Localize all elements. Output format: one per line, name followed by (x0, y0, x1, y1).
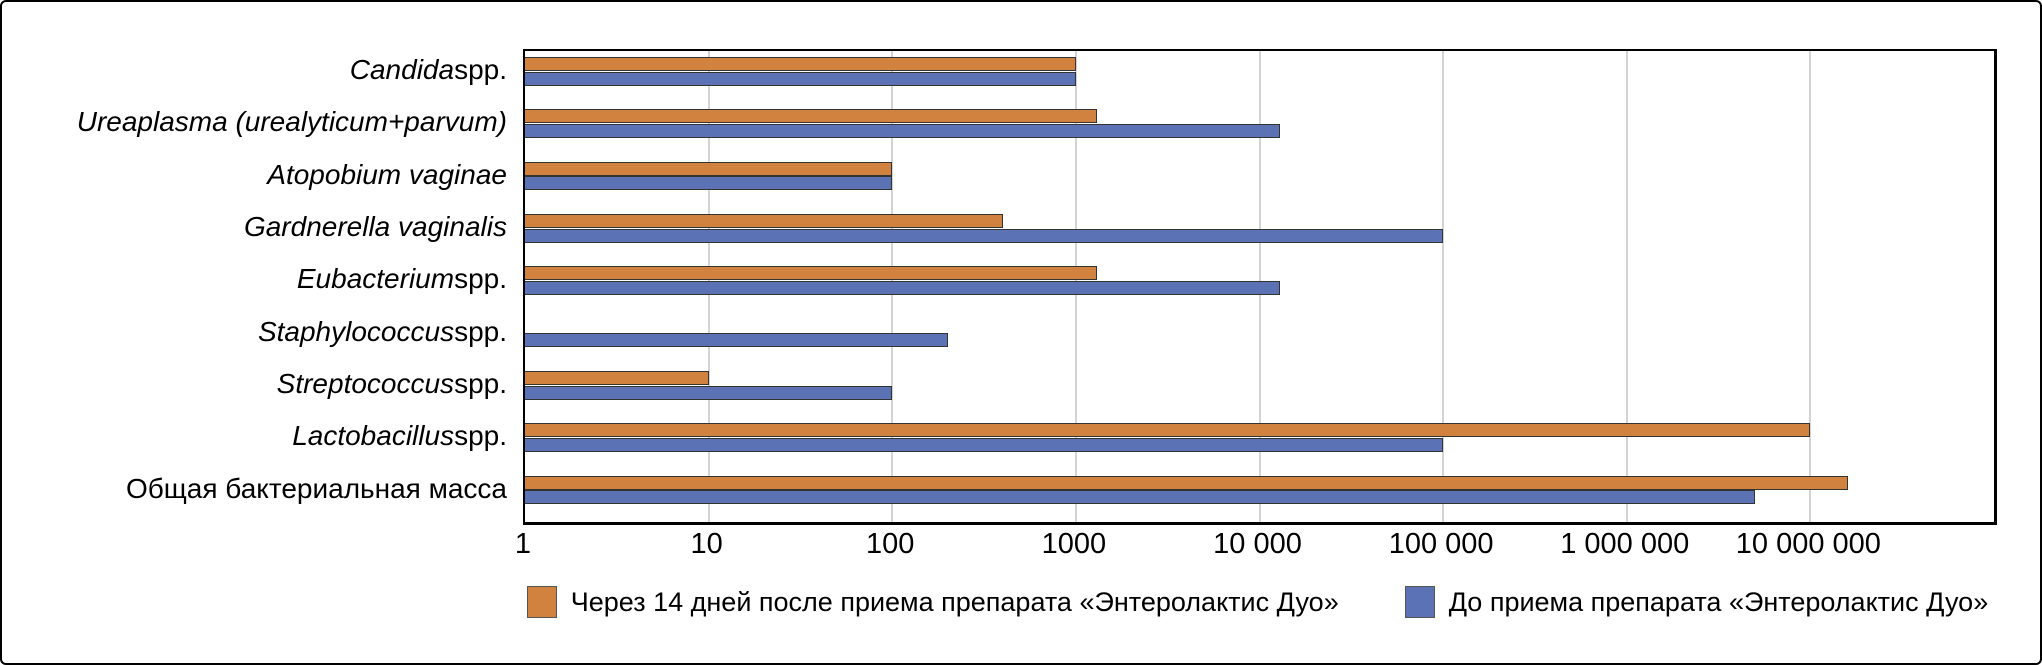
legend-label-after: Через 14 дней после приема препарата «Эн… (570, 586, 1339, 617)
bar-before (525, 228, 1444, 243)
legend: Через 14 дней после приема препарата «Эн… (523, 586, 1992, 618)
category-axis: Candida spp. Ureaplasma (urealyticum+parv… (2, 49, 507, 520)
bar-after (525, 266, 1097, 281)
bar-before (525, 490, 1756, 505)
bar-after (525, 371, 709, 385)
bar-after (525, 475, 1848, 490)
bar-before (525, 123, 1281, 138)
x-tick-label: 10 000 (1213, 528, 1302, 560)
category-label: Staphylococcus spp. (257, 315, 507, 347)
category-label: Gardnerella vaginalis (243, 211, 507, 243)
legend-item-before: До приема препарата «Энтеролактис Дуо» (1404, 586, 1989, 618)
category-label: Ureaplasma (urealyticum+parvum) (76, 106, 507, 138)
bar-after (525, 423, 1811, 438)
legend-swatch-after (526, 586, 557, 618)
plot-area (523, 49, 1997, 525)
x-tick-label: 100 000 (1388, 528, 1494, 560)
x-tick-label: 10 (690, 528, 723, 560)
category-label: Candida spp. (349, 54, 507, 86)
bar-after (525, 161, 893, 176)
legend-swatch-before (1404, 586, 1435, 618)
x-tick-label: 1 (514, 528, 532, 560)
x-tick-label: 100 (866, 528, 915, 560)
category-label: Общая бактериальная масса (125, 472, 507, 504)
category-label: Eubacterium spp. (296, 263, 507, 295)
x-tick-label: 1 000 000 (1560, 528, 1690, 560)
category-label: Atopobium vaginae (267, 158, 507, 190)
bar-after (525, 214, 1003, 228)
category-label: Streptococcus spp. (276, 368, 507, 400)
legend-item-after: Через 14 дней после приема препарата «Эн… (526, 586, 1339, 618)
bar-before (525, 176, 893, 191)
bar-before (525, 385, 893, 400)
bar-after (525, 109, 1097, 124)
category-label: Lactobacillus spp. (292, 420, 507, 452)
x-tick-label: 10 000 000 (1735, 528, 1881, 560)
bar-before (525, 437, 1444, 452)
bar-before (525, 333, 948, 348)
legend-label-before: До приема препарата «Энтеролактис Дуо» (1448, 586, 1989, 617)
bar-before (525, 280, 1281, 295)
x-axis-ticks: 1 10 100 1000 10 000 100 000 1 000 000 10 000 0… (515, 528, 1992, 568)
gridline (1625, 51, 1628, 522)
x-tick-label: 1000 (1041, 528, 1107, 560)
bar-after (525, 57, 1076, 71)
bar-before (525, 71, 1076, 86)
gridline (1809, 51, 1812, 522)
